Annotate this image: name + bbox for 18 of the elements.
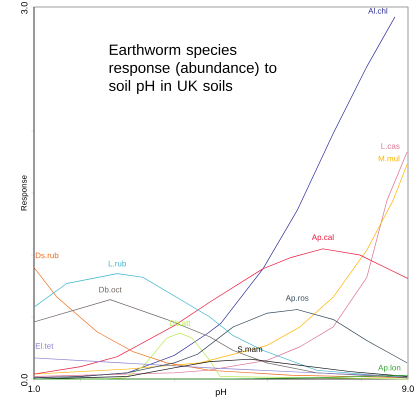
series-label: El.tet [36, 342, 54, 349]
text: Earthworm species response (abundance) to soil pH in UK soils [109, 44, 276, 94]
series-label: Ap.ros [286, 295, 308, 302]
y-axis-title: Response [21, 175, 28, 210]
y-tick-label: 0.0 [21, 374, 28, 386]
x-axis-title: pH [216, 388, 226, 397]
line-series [34, 248, 408, 374]
series-label: Ap.lon [378, 364, 400, 372]
series-label: Al.chl [368, 8, 388, 14]
series-label: Db.oct [99, 286, 122, 292]
series-label: Ds.rub [36, 252, 58, 258]
x-tick-label: 1.0 [28, 386, 40, 392]
series-label: Ap.cal [312, 234, 334, 242]
series-label: L.rub [108, 260, 126, 266]
series-label: L.cas [381, 143, 400, 149]
y-tick-label: 3.0 [21, 2, 28, 14]
x-tick-label: 9.0 [402, 386, 414, 392]
series-label: M.mul [378, 155, 400, 162]
